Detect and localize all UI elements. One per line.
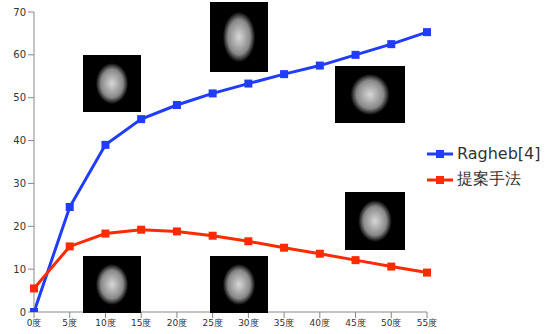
svg-text:15度: 15度 [131, 318, 151, 328]
svg-text:10: 10 [13, 264, 26, 275]
svg-text:0度: 0度 [27, 318, 42, 328]
html-text:提案手法: 提案手法 [457, 169, 521, 188]
svg-text:20: 20 [13, 221, 26, 232]
svg-text:40度: 40度 [310, 318, 330, 328]
svg-text:20度: 20度 [167, 318, 187, 328]
svg-text:30: 30 [13, 178, 26, 189]
svg-text:30度: 30度 [238, 318, 258, 328]
svg-text:60: 60 [13, 49, 26, 60]
svg-text:5度: 5度 [62, 318, 77, 328]
svg-text:10度: 10度 [95, 318, 115, 328]
svg-text:55度: 55度 [417, 318, 437, 328]
svg-text:70: 70 [13, 7, 26, 18]
svg-text:25度: 25度 [202, 318, 222, 328]
svg-text:50度: 50度 [381, 318, 401, 328]
svg-text:35度: 35度 [274, 318, 294, 328]
svg-text:0: 0 [20, 307, 26, 318]
svg-text:45度: 45度 [345, 318, 365, 328]
html-text:Ragheb[4]: Ragheb[4] [457, 144, 541, 163]
svg-text:50: 50 [13, 92, 26, 103]
svg-text:40: 40 [13, 135, 26, 146]
